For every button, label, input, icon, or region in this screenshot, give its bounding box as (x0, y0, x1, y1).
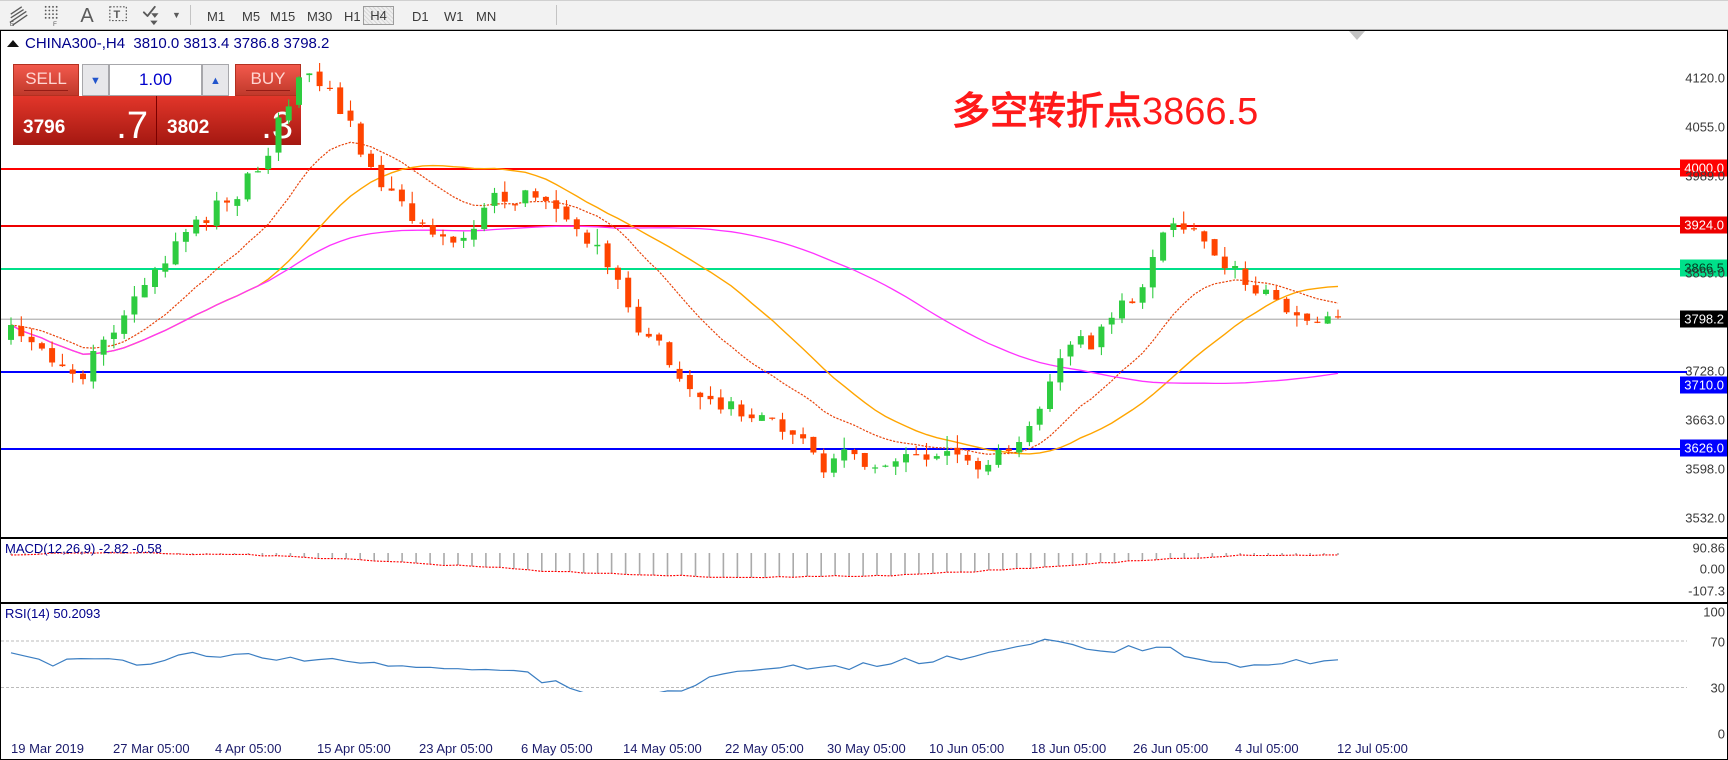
svg-text:F: F (53, 21, 57, 27)
svg-text:T: T (114, 9, 121, 21)
svg-text:E: E (10, 21, 14, 27)
